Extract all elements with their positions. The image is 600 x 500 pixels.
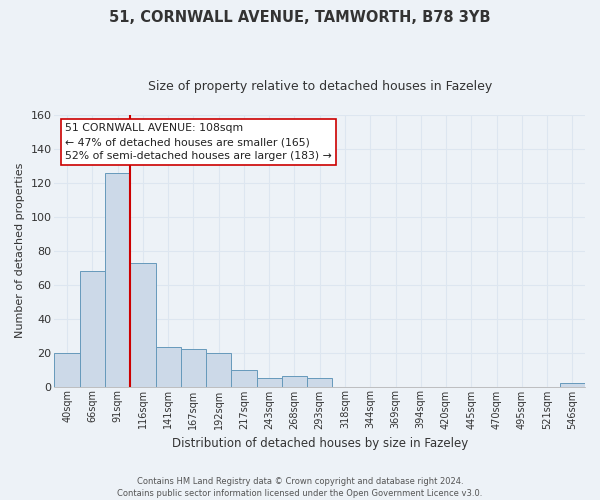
Y-axis label: Number of detached properties: Number of detached properties [15, 163, 25, 338]
Bar [560, 383, 585, 386]
Bar [307, 378, 332, 386]
Bar [55, 352, 80, 386]
Bar [206, 352, 232, 386]
Text: 51, CORNWALL AVENUE, TAMWORTH, B78 3YB: 51, CORNWALL AVENUE, TAMWORTH, B78 3YB [109, 10, 491, 25]
Bar [105, 172, 130, 386]
Bar [181, 349, 206, 387]
Title: Size of property relative to detached houses in Fazeley: Size of property relative to detached ho… [148, 80, 492, 93]
Bar [257, 378, 282, 386]
Bar [130, 262, 155, 386]
X-axis label: Distribution of detached houses by size in Fazeley: Distribution of detached houses by size … [172, 437, 468, 450]
Text: Contains HM Land Registry data © Crown copyright and database right 2024.
Contai: Contains HM Land Registry data © Crown c… [118, 476, 482, 498]
Bar [232, 370, 257, 386]
Text: 51 CORNWALL AVENUE: 108sqm
← 47% of detached houses are smaller (165)
52% of sem: 51 CORNWALL AVENUE: 108sqm ← 47% of deta… [65, 123, 332, 161]
Bar [80, 271, 105, 386]
Bar [155, 348, 181, 387]
Bar [282, 376, 307, 386]
